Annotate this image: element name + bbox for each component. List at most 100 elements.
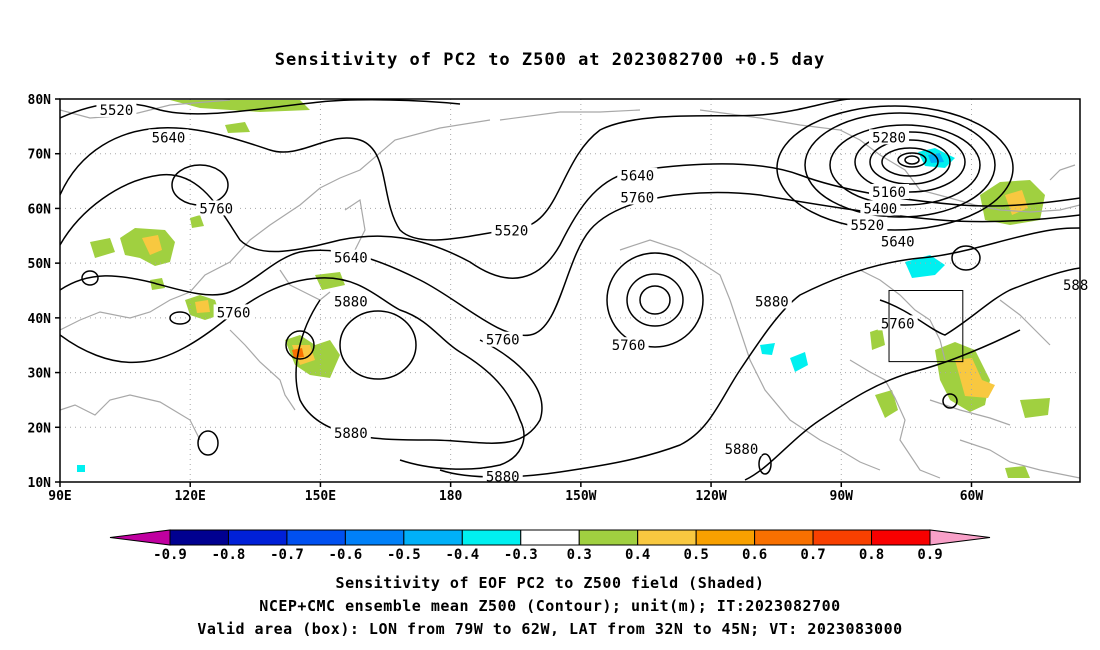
contour-line	[951, 245, 981, 271]
contour-line	[197, 430, 219, 456]
shade-lightblue	[928, 153, 944, 163]
contour-label: 5880	[725, 442, 759, 458]
contour-line	[626, 273, 684, 327]
caption-line-2: NCEP+CMC ensemble mean Z500 (Contour); u…	[259, 597, 841, 615]
contour-line	[776, 105, 1014, 231]
contour-line	[171, 164, 229, 206]
lon-label: 90W	[830, 489, 854, 504]
contour-label-bg	[196, 200, 237, 216]
colorbar-label: -0.8	[212, 547, 246, 563]
contour-line	[60, 163, 1080, 279]
contour-line	[829, 124, 981, 206]
contour-line	[869, 139, 951, 185]
colorbar-label: 0.4	[625, 547, 650, 563]
shade-green	[170, 100, 310, 112]
colorbar-swatch	[871, 529, 931, 546]
contour-line	[744, 329, 1021, 481]
contour-line	[606, 252, 704, 348]
contour-label-bg	[96, 101, 137, 117]
contour-label-bg	[213, 304, 254, 320]
contour-label: 5760	[217, 305, 251, 321]
lat-label: 50N	[28, 257, 52, 272]
contour-label-bg	[869, 129, 910, 145]
colorbar-swatch	[227, 529, 288, 546]
contour-label: 5640	[152, 130, 186, 146]
colorbar-label: 0.8	[859, 547, 884, 563]
contour-line	[758, 453, 772, 475]
z500-contours	[60, 99, 1080, 481]
caption-line-1: Sensitivity of EOF PC2 to Z500 field (Sh…	[335, 574, 765, 592]
shade-green	[315, 272, 345, 290]
contour-label: 5520	[850, 218, 884, 234]
lat-label: 40N	[28, 312, 52, 327]
contour-label-bg	[148, 129, 189, 145]
lon-label: 180	[439, 489, 463, 504]
contour-label: 5400	[863, 201, 897, 217]
contour-label-bg	[617, 189, 658, 205]
contour-label-bg	[847, 216, 888, 232]
shade-green	[875, 390, 898, 418]
shade-yellow	[955, 358, 995, 398]
contour-label: 5760	[612, 338, 646, 354]
colorbar-label: -0.9	[153, 547, 187, 563]
colorbar-swatch	[578, 529, 639, 546]
shade-green	[1005, 466, 1030, 478]
colorbar-swatch	[695, 529, 756, 546]
contour-label-bg	[617, 167, 658, 183]
colorbar-swatch	[520, 529, 580, 546]
contour-label: 5760	[881, 316, 915, 332]
shade-green	[90, 238, 115, 258]
contour-label-bg	[491, 222, 532, 238]
contour-line	[339, 310, 417, 380]
colorbar-swatch	[812, 529, 873, 546]
contour-label-bg	[482, 468, 523, 484]
contour-labels: 5520564057605760564058805880552057605880…	[96, 101, 1092, 486]
colorbar-label: -0.6	[329, 547, 363, 563]
lat-label: 70N	[28, 148, 52, 163]
colorbar-label: -0.7	[270, 547, 304, 563]
contour-line	[942, 393, 958, 409]
colorbar-label: 0.7	[800, 547, 825, 563]
colorbar-swatch	[403, 529, 463, 546]
colorbar-label: -0.4	[445, 547, 479, 563]
contour-label: 5880	[486, 470, 520, 486]
contour-label-bg	[877, 233, 918, 249]
colorbar-swatch	[344, 529, 405, 546]
contour-label-bg	[721, 441, 762, 457]
contour-label: 5640	[881, 234, 915, 250]
contour-line	[60, 277, 525, 470]
map-frame	[59, 98, 1081, 483]
contour-label: 5760	[620, 190, 654, 206]
lon-label: 150W	[565, 489, 596, 504]
lat-label: 60N	[28, 202, 52, 217]
colorbar-swatch	[169, 529, 229, 546]
contour-label-bg	[860, 200, 901, 216]
contour-line	[295, 299, 543, 444]
contour-line	[285, 330, 315, 360]
shade-green	[1020, 398, 1050, 418]
lat-label: 20N	[28, 421, 52, 436]
lon-label: 60W	[960, 489, 984, 504]
contour-label-bg	[1060, 277, 1092, 293]
shade-green	[190, 215, 204, 228]
colorbar-label: 0.6	[742, 547, 767, 563]
contour-label: 5160	[872, 185, 906, 201]
colorbar-swatch	[637, 529, 697, 546]
contour-label: 5880	[755, 294, 789, 310]
shade-green	[225, 122, 250, 133]
colorbar-high-triangle	[929, 529, 991, 546]
colorbar-label: -0.5	[387, 547, 421, 563]
contour-line	[897, 152, 927, 168]
contour-line	[81, 270, 99, 286]
lat-label: 80N	[28, 93, 52, 108]
shade-cyan	[77, 465, 85, 472]
contour-label-bg	[877, 315, 918, 331]
contour-line	[854, 131, 966, 193]
colorbar: -0.9 -0.8 -0.7 -0.6 -0.5 -0.4 -0.3 0.3 0.4 0.5 0.6…	[109, 529, 991, 563]
colorbar-label: 0.5	[684, 547, 709, 563]
contour-label-bg	[330, 293, 371, 309]
contour-line	[879, 267, 1080, 336]
colorbar-label: 0.9	[917, 547, 942, 563]
contour-label: 5880	[334, 294, 368, 310]
contour-label-bg	[482, 331, 523, 347]
